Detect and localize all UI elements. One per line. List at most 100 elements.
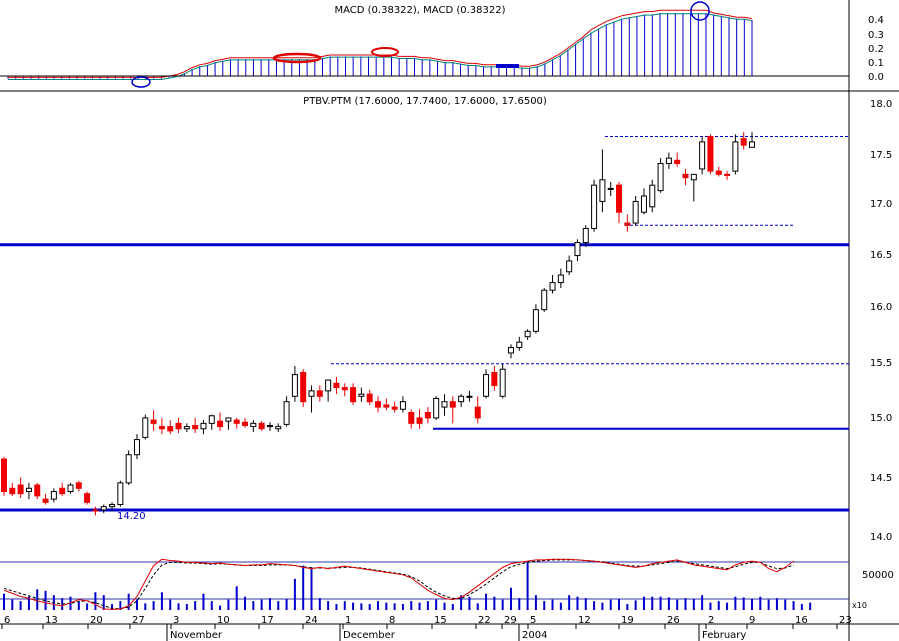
x-tick-label: 15 [434, 615, 447, 626]
x-tick-label: 29 [504, 615, 517, 626]
candle [524, 329, 531, 340]
candle-body [632, 200, 639, 224]
candle-body [350, 387, 357, 403]
x-tick-label: 1 [345, 615, 351, 626]
candle [275, 423, 282, 432]
candle-body [67, 484, 74, 493]
candle [291, 365, 298, 402]
price-y-tick: 16.0 [870, 302, 892, 313]
candle-body [308, 390, 315, 397]
candle-body [507, 347, 514, 354]
candle [34, 482, 41, 500]
candle-body [75, 482, 82, 489]
candle [591, 179, 598, 232]
candle-body [150, 419, 157, 424]
x-tick-label: 26 [667, 615, 680, 626]
candle-body [34, 484, 41, 497]
x-tick-label: 6 [4, 615, 10, 626]
macd-y-tick: 0.1 [868, 58, 884, 69]
candle-body [499, 368, 506, 397]
stoch-d-line [3, 559, 794, 610]
candle-body [483, 374, 490, 397]
macd-y-tick: 0.3 [868, 30, 884, 41]
candle [640, 188, 647, 215]
price-title: PTBV.PTM (17.6000, 17.7400, 17.6000, 17.… [303, 96, 547, 107]
macd-line [8, 9, 753, 78]
candle-body [732, 141, 739, 172]
x-axis: 6 13 20 27 3 10 17 24 1 8 15 22 29 5 12 19 26 2 9 16 23Novem… [1, 615, 852, 641]
price-y-axis: 18.0 17.5 17.0 16.5 16.0 15.5 15.0 14.5 … [870, 99, 892, 543]
candle [84, 491, 91, 505]
candle-body [17, 484, 24, 495]
candle [300, 369, 307, 408]
stochastic-lines [3, 558, 794, 611]
macd-red-marker [272, 52, 322, 64]
candle [516, 336, 523, 351]
candle-body [266, 425, 273, 428]
candle-body [200, 422, 207, 430]
candle-body [566, 260, 573, 273]
candle-body [109, 504, 116, 508]
candle [125, 450, 132, 486]
macd-title: MACD (0.38322), MACD (0.38322) [335, 5, 506, 16]
volume-multiplier: x10 [852, 601, 867, 610]
macd-y-tick: 0.2 [868, 44, 884, 55]
candle-body [690, 173, 697, 181]
candle [416, 409, 423, 429]
candle [67, 482, 74, 494]
candle-body [599, 179, 606, 202]
candle [441, 394, 448, 416]
price-y-tick: 16.5 [870, 250, 892, 261]
stoch-k-line [3, 558, 794, 611]
candle [632, 196, 639, 226]
candle [225, 417, 232, 430]
candle-body [84, 493, 91, 503]
candle [682, 168, 689, 186]
candle [532, 304, 539, 334]
x-tick-label: 8 [389, 615, 395, 626]
candle-body [233, 419, 240, 424]
candle [699, 136, 706, 175]
candle [616, 181, 623, 224]
candle [183, 423, 190, 432]
candle-body [749, 141, 755, 148]
candle [217, 412, 224, 431]
x-tick-label: 13 [45, 615, 58, 626]
candle [258, 421, 265, 431]
candle [92, 506, 99, 516]
candle [59, 482, 66, 496]
candle [624, 214, 631, 232]
candle [715, 166, 722, 177]
x-tick-label: 27 [132, 615, 145, 626]
candle [391, 401, 398, 413]
candle-body [158, 426, 165, 430]
candle [325, 379, 332, 402]
candle-body [192, 425, 199, 430]
candle-body [50, 491, 57, 500]
candle [158, 417, 165, 435]
x-tick-label: 20 [90, 615, 103, 626]
macd-y-axis: 0.4 0.3 0.2 0.1 0.0 [868, 15, 884, 83]
candle [375, 396, 381, 413]
candle [250, 420, 257, 432]
candle-body [516, 341, 523, 349]
candle [100, 504, 107, 514]
volume-bars [3, 562, 812, 610]
candle-body [408, 412, 415, 424]
candle [150, 410, 157, 431]
macd-signal-line [8, 13, 753, 80]
candle [499, 363, 506, 399]
month-label: 2004 [522, 630, 547, 641]
candle [17, 477, 24, 499]
candle-body [242, 421, 249, 427]
candle-body [532, 309, 539, 332]
x-tick-label: 3 [173, 615, 179, 626]
candle-body [183, 426, 190, 430]
candle [507, 344, 514, 359]
candle-body [574, 242, 581, 257]
candle [458, 394, 465, 408]
candle-body [474, 406, 481, 419]
price-y-tick: 14.0 [870, 532, 892, 543]
candle [208, 414, 215, 430]
candle [366, 389, 373, 405]
